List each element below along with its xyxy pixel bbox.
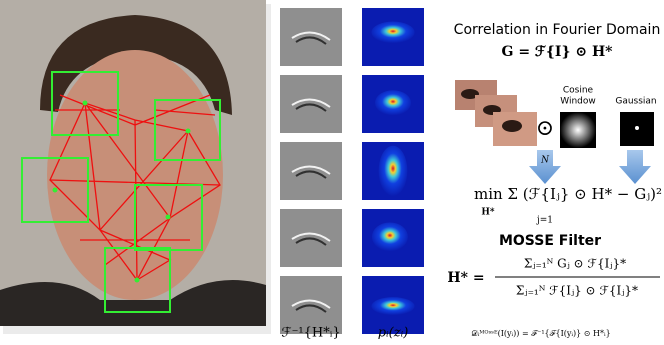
cosine-label: Cosine [563,86,594,96]
gaussian-label: Gaussian [615,97,656,107]
arrow [619,150,651,184]
mosse-lhs: H* = [447,270,484,286]
odot: ⊙ [536,116,554,141]
shape [53,188,58,193]
response-peak [371,297,414,315]
cosine-window [560,112,596,148]
shape [83,101,88,106]
filter-label: ℱ⁻¹{H*ᵢ} [281,326,340,341]
figure: ℱ⁻¹{H*ᵢ} pᵢ(zᵢ) Correlation in Fourier D… [0,0,664,345]
sum-top: N [540,156,550,166]
body: ℱ⁻¹{H*ᵢ} pᵢ(zᵢ) Correlation in Fourier D… [0,0,664,345]
cosine-label: Window [560,97,596,107]
response-eq: 𝒟ᵢᴹᴼˢˢᴱ(I(yᵢ)) = ℱ⁻¹{ℱ{I(yᵢ)} ⊙ H*ᵢ} [471,329,610,338]
response-label: pᵢ(zᵢ) [378,326,409,341]
filter-columns [280,8,424,334]
mosse-denominator: Σⱼ₌₁ᴺ ℱ{Iⱼ} ⊙ ℱ{Iⱼ}* [516,284,638,298]
face-photo [0,0,271,334]
objective-under: H* [481,208,495,218]
response-peak [371,22,414,44]
title: Correlation in Fourier Domain [454,22,661,38]
patch-stack [455,80,537,146]
mosse-numerator: Σⱼ₌₁ᴺ Gⱼ ⊙ ℱ{Iⱼ}* [524,257,626,271]
shape [135,278,140,283]
response-peak [372,222,408,251]
page: {"figure": { "filter_label": "ℱ⁻¹{H*ᵢ}",… [0,0,664,345]
gaussian-peak [635,126,639,130]
objective: min Σ (ℱ{Iⱼ} ⊙ H* − Gⱼ)² [474,185,662,203]
response-peak [375,90,411,115]
mosse-title: MOSSE Filter [499,233,601,249]
shape [186,129,191,134]
shape [166,215,171,220]
correlation-eq: G = ℱ{I} ⊙ H* [501,44,613,60]
shape [502,120,522,132]
response-peak [379,146,408,196]
sum-bottom: j=1 [536,216,553,226]
shape [47,50,223,300]
